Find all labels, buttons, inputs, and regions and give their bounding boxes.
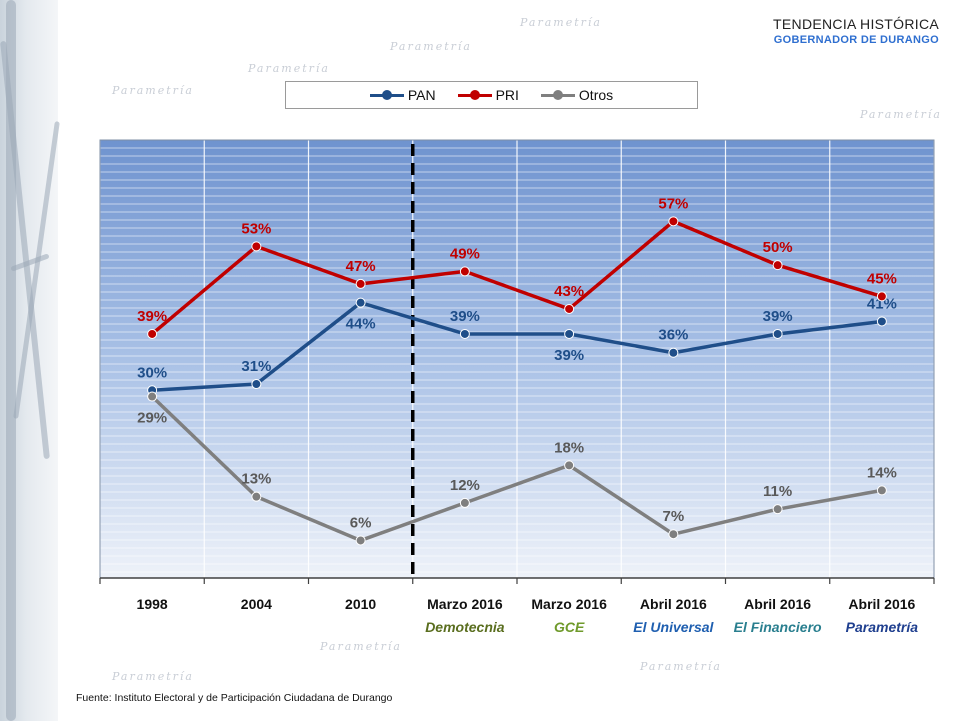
x-tick-label: Abril 2016 xyxy=(744,596,811,612)
legend-item-pan: PAN xyxy=(369,87,436,103)
watermark-text: Parametría xyxy=(520,16,602,29)
data-point-otros xyxy=(772,504,783,515)
data-label-pan: 36% xyxy=(658,327,688,344)
watermark-text: Parametría xyxy=(112,84,194,97)
poll-source-label: Parametría xyxy=(846,619,919,635)
data-point-pan xyxy=(251,379,262,390)
x-tick-label: 1998 xyxy=(137,596,168,612)
title-block: TENDENCIA HISTÓRICA GOBERNADOR DE DURANG… xyxy=(773,16,939,46)
data-point-otros xyxy=(459,497,470,508)
data-point-pan xyxy=(564,328,575,339)
data-label-pri: 43% xyxy=(554,283,584,300)
decorative-tree-art xyxy=(0,0,60,721)
legend-swatch-pri xyxy=(457,90,492,100)
data-label-pri: 53% xyxy=(241,220,271,237)
watermark-text: Parametría xyxy=(640,660,722,673)
data-label-pan: 41% xyxy=(867,295,897,312)
source-note: Fuente: Instituto Electoral y de Partici… xyxy=(76,692,393,704)
x-tick-label: Abril 2016 xyxy=(848,596,915,612)
watermark-text: Parametría xyxy=(320,640,402,653)
data-label-pri: 57% xyxy=(658,195,688,212)
x-tick-label: Abril 2016 xyxy=(640,596,707,612)
x-tick-label: 2010 xyxy=(345,596,376,612)
x-tick-label: 2004 xyxy=(241,596,272,612)
data-label-otros: 11% xyxy=(763,483,792,500)
data-label-otros: 13% xyxy=(241,471,271,488)
x-tick-label: Marzo 2016 xyxy=(427,596,503,612)
data-point-otros xyxy=(668,529,679,540)
data-label-otros: 12% xyxy=(450,477,480,494)
data-label-pan: 31% xyxy=(241,358,271,375)
poll-source-label: El Financiero xyxy=(734,619,822,635)
data-label-pri: 45% xyxy=(867,270,897,287)
data-point-otros xyxy=(147,391,158,402)
data-label-pan: 39% xyxy=(450,308,480,325)
legend-item-pri: PRI xyxy=(457,87,519,103)
legend-label-pan: PAN xyxy=(407,87,436,103)
data-point-pri xyxy=(355,278,366,289)
watermark-text: Parametría xyxy=(390,40,472,53)
data-point-pri xyxy=(564,303,575,314)
series-line-otros xyxy=(150,395,883,543)
page-subtitle: GOBERNADOR DE DURANGO xyxy=(773,34,939,46)
data-point-pan xyxy=(668,347,679,358)
data-label-pan: 44% xyxy=(346,316,376,333)
chart-legend: PAN PRI Otros xyxy=(285,81,698,109)
watermark-text: Parametría xyxy=(248,62,330,75)
data-label-otros: 6% xyxy=(350,514,372,531)
series-line-pri xyxy=(150,219,883,336)
data-label-otros: 29% xyxy=(137,410,167,427)
data-point-pri xyxy=(668,216,679,227)
poll-source-label: Demotecnia xyxy=(425,619,505,635)
x-tick-label: Marzo 2016 xyxy=(531,596,607,612)
data-point-otros xyxy=(251,491,262,502)
data-label-otros: 7% xyxy=(663,508,685,525)
data-point-pri xyxy=(147,328,158,339)
data-label-pri: 50% xyxy=(763,239,793,256)
data-point-pri xyxy=(251,241,262,252)
data-label-pri: 49% xyxy=(450,245,480,262)
series-line-pan xyxy=(152,300,883,393)
data-label-pan: 39% xyxy=(763,308,793,325)
poll-source-label: El Universal xyxy=(633,619,714,635)
legend-item-otros: Otros xyxy=(540,87,614,103)
data-point-pri xyxy=(459,266,470,277)
data-label-otros: 18% xyxy=(554,439,584,456)
data-label-pri: 39% xyxy=(137,308,167,325)
data-point-otros xyxy=(564,460,575,471)
watermark-text: Parametría xyxy=(860,108,942,121)
data-point-pri xyxy=(876,291,887,302)
watermark-text: Parametría xyxy=(112,670,194,683)
poll-source-label: GCE xyxy=(554,619,585,635)
data-point-otros xyxy=(876,485,887,496)
legend-label-pri: PRI xyxy=(495,87,519,103)
legend-swatch-pan xyxy=(369,90,404,100)
legend-swatch-otros xyxy=(540,90,575,100)
legend-label-otros: Otros xyxy=(578,87,614,103)
page-title: TENDENCIA HISTÓRICA xyxy=(773,16,939,32)
data-label-otros: 14% xyxy=(867,464,897,481)
data-point-pan xyxy=(876,316,887,327)
data-point-pan xyxy=(772,328,783,339)
data-point-pan xyxy=(355,297,366,308)
data-label-pri: 47% xyxy=(346,258,376,275)
data-point-otros xyxy=(355,535,366,546)
data-label-pan: 30% xyxy=(137,364,167,381)
data-point-pri xyxy=(772,260,783,271)
data-point-pan xyxy=(459,328,470,339)
data-label-pan: 39% xyxy=(554,347,584,364)
